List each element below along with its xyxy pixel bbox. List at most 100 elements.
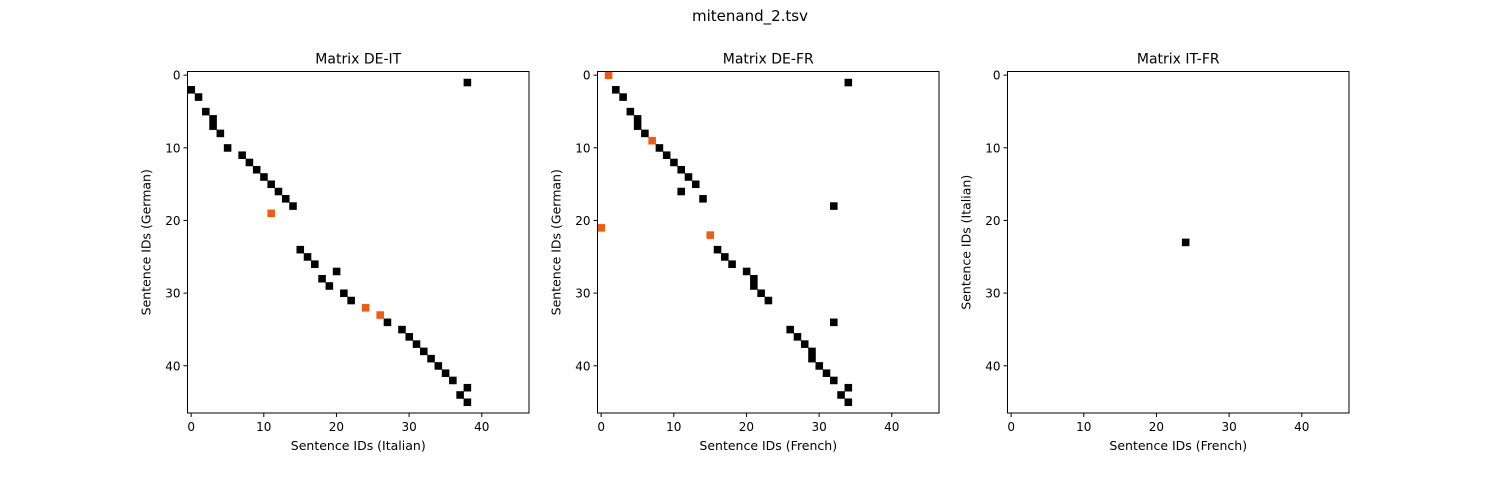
matrix-cell-black: [318, 274, 326, 283]
x-tick-label: 20: [1149, 420, 1164, 434]
x-tick-label: 20: [739, 420, 754, 434]
matrix-cell-black: [830, 376, 838, 385]
y-tick-label: 20: [985, 214, 1000, 228]
matrix-cell-black: [677, 187, 685, 196]
x-tick-label: 10: [1076, 420, 1091, 434]
matrix-cell-black: [699, 195, 707, 203]
matrix-cell-black: [786, 325, 794, 334]
matrix-cell-black: [303, 253, 312, 261]
panel-2: 0 10 20 30 40 0 10 20 30 40 Matrix DE-FR Sentence I…: [549, 52, 940, 453]
matrix-cell-black: [463, 78, 472, 87]
matrix-cell-orange: [706, 231, 715, 239]
matrix-cell-black: [441, 369, 450, 377]
matrix-cell-black: [757, 289, 765, 298]
matrix-cell-black: [202, 107, 210, 116]
matrix-cell-black: [296, 245, 305, 254]
matrix-cell-black: [721, 253, 729, 261]
matrix-cell-black: [844, 398, 853, 407]
y-tick-label: 0: [583, 69, 591, 83]
y-tick-label: 30: [985, 287, 1000, 301]
axes-background: [187, 71, 529, 413]
panels: 0 10 20 30 40 0 10 20 30 40 Matrix DE-IT Sentence I…: [139, 52, 1350, 453]
matrix-cell-black: [332, 267, 341, 276]
matrix-cell-black: [1181, 238, 1190, 247]
matrix-cell-orange: [597, 224, 606, 232]
matrix-cell-black: [449, 376, 457, 385]
matrix-cell-black: [626, 107, 635, 116]
matrix-cell-black: [245, 158, 254, 167]
matrix-cell-black: [434, 362, 443, 370]
matrix-cell-black: [209, 115, 217, 123]
y-axis-label: Sentence IDs (German): [549, 169, 564, 315]
matrix-cell-black: [750, 274, 758, 283]
matrix-cell-black: [808, 354, 816, 363]
x-tick-label: 10: [256, 420, 271, 434]
y-tick-label: 10: [165, 141, 180, 155]
matrix-cell-black: [764, 296, 773, 305]
axes-background: [1007, 71, 1349, 413]
matrix-cell-orange: [267, 209, 275, 218]
y-tick-label: 40: [575, 359, 590, 373]
axes-frame: [1007, 71, 1350, 414]
matrix-cell-black: [830, 318, 838, 327]
matrix-cell-black: [742, 267, 751, 276]
axes-background: [597, 71, 939, 413]
x-tick-label: 40: [884, 420, 899, 434]
y-axis-label: Sentence IDs (German): [139, 169, 154, 315]
panel-3: 0 10 20 30 40 0 10 20 30 40 Matrix IT-FR Sentence I…: [959, 52, 1350, 453]
matrix-cell-black: [800, 340, 809, 348]
y-tick-label: 0: [993, 69, 1001, 83]
matrix-cell-black: [216, 129, 225, 138]
x-tick-label: 0: [1007, 420, 1015, 434]
matrix-cell-black: [815, 362, 824, 370]
matrix-cell-black: [633, 122, 642, 130]
matrix-cell-black: [641, 129, 649, 138]
matrix-cell-black: [340, 289, 348, 298]
x-tick-label: 30: [1221, 420, 1236, 434]
y-tick-label: 30: [575, 287, 590, 301]
y-tick-label: 40: [165, 359, 180, 373]
matrix-cell-black: [187, 86, 196, 94]
x-tick-label: 40: [474, 420, 489, 434]
matrix-cell-black: [619, 93, 627, 101]
matrix-cell-black: [260, 173, 268, 181]
matrix-cell-black: [289, 202, 297, 210]
y-tick-label: 30: [165, 287, 180, 301]
matrix-cell-orange: [648, 136, 656, 145]
x-tick-label: 0: [597, 420, 605, 434]
matrix-cell-black: [456, 391, 464, 399]
matrix-cell-black: [728, 260, 736, 268]
matrix-cell-black: [347, 296, 355, 305]
matrix-cell-black: [252, 165, 261, 174]
matrix-cell-orange: [604, 71, 613, 80]
matrix-cell-black: [267, 180, 275, 189]
matrix-cell-black: [281, 195, 290, 203]
matrix-cell-black: [274, 187, 283, 196]
y-tick-label: 10: [985, 141, 1000, 155]
y-tick-label: 40: [985, 359, 1000, 373]
matrix-cell-black: [822, 369, 831, 377]
matrix-cell-black: [325, 282, 334, 290]
matrix-cell-black: [684, 173, 693, 181]
x-tick-label: 20: [329, 420, 344, 434]
panel-1: 0 10 20 30 40 0 10 20 30 40 Matrix DE-IT Sentence I…: [139, 52, 530, 453]
matrix-cell-black: [655, 144, 664, 152]
matrix-cell-black: [463, 383, 472, 392]
axes-frame: [187, 71, 530, 414]
matrix-cell-orange: [361, 304, 370, 312]
matrix-cell-black: [830, 202, 838, 210]
matrix-cell-black: [808, 347, 816, 356]
y-tick-label: 10: [575, 141, 590, 155]
panel-title: Matrix DE-IT: [315, 52, 401, 68]
x-axis-label: Sentence IDs (Italian): [291, 438, 426, 453]
matrix-cell-black: [670, 158, 678, 167]
matrix-cell-black: [633, 115, 642, 123]
matrix-cell-orange: [376, 311, 384, 319]
matrix-cell-black: [750, 282, 758, 290]
y-tick-label: 20: [575, 214, 590, 228]
matrix-cell-black: [713, 245, 722, 254]
matrix-cell-black: [420, 347, 428, 356]
y-tick-label: 20: [165, 214, 180, 228]
x-tick-label: 10: [666, 420, 681, 434]
